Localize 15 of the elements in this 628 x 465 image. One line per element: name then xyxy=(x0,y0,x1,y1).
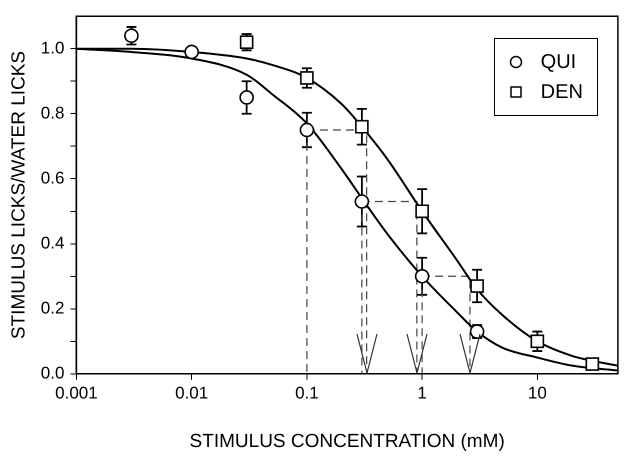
x-tick-label: 0.001 xyxy=(55,384,98,403)
x-tick-label: 10 xyxy=(528,384,547,403)
y-axis-title: STIMULUS LICKS/WATER LICKS xyxy=(8,50,30,340)
legend-label: DEN xyxy=(540,80,583,106)
x-tick-label: 1 xyxy=(417,384,427,403)
y-tick-label: 0.8 xyxy=(40,103,64,122)
y-tick-label: 0.6 xyxy=(40,168,64,188)
x-tick-label: 0.1 xyxy=(295,384,319,403)
y-tick-label: 0.0 xyxy=(40,363,64,382)
y-tick-label: 0.2 xyxy=(40,298,64,318)
y-tick-label: 1.0 xyxy=(40,38,64,58)
y-tick-label: 0.4 xyxy=(40,233,64,252)
x-axis-title: STIMULUS CONCENTRATION (mM) xyxy=(190,430,505,452)
x-tick-label: 0.01 xyxy=(175,384,208,403)
legend-label: QUI xyxy=(540,50,576,76)
